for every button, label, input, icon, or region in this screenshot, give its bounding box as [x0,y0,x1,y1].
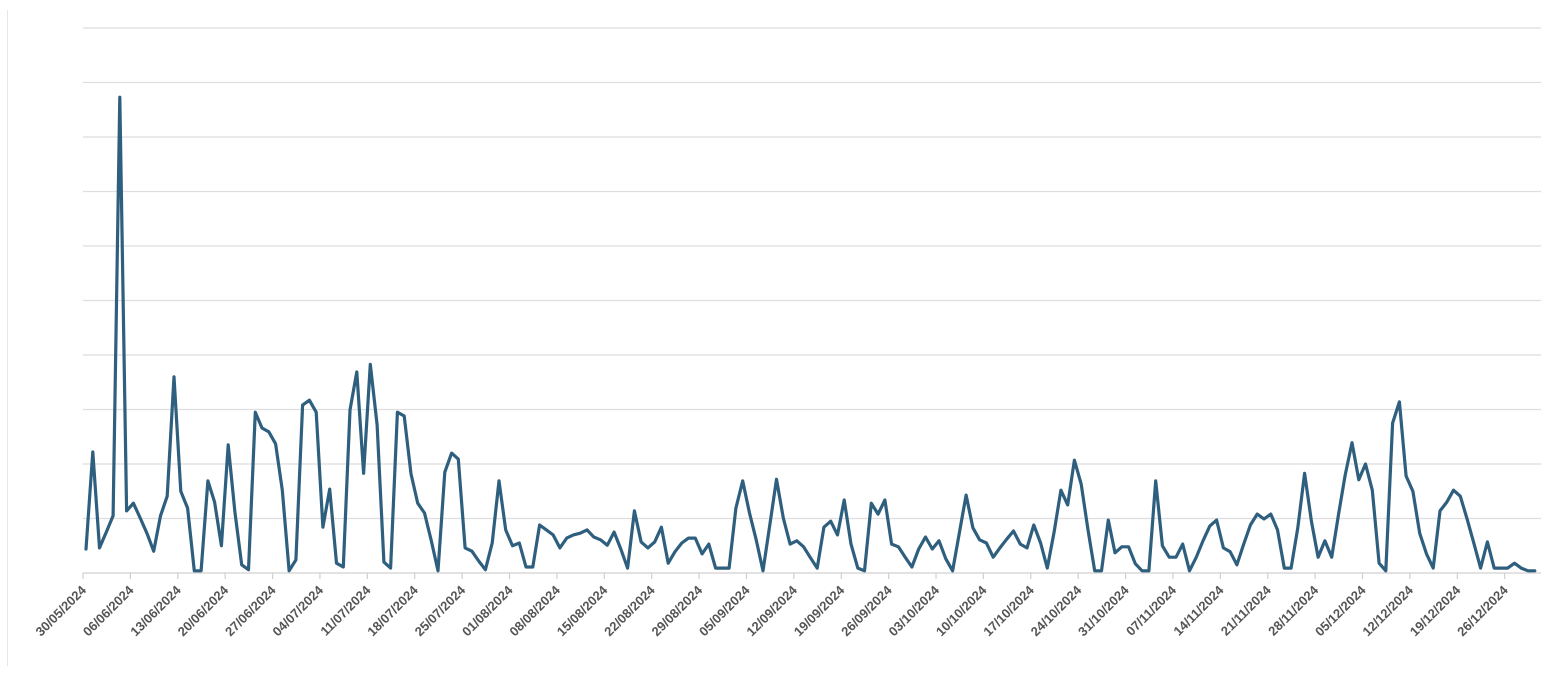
x-tick-label: 26/12/2024 [1454,582,1511,639]
x-axis-ticks [82,573,1506,579]
x-axis-labels: 30/05/202406/06/202413/06/202420/06/2024… [32,582,1511,639]
left-border [7,10,8,666]
gridlines [83,27,1541,574]
x-tick-label: 31/10/2024 [1075,582,1132,639]
data-line [84,95,1537,573]
x-tick-label: 04/07/2024 [269,582,326,639]
